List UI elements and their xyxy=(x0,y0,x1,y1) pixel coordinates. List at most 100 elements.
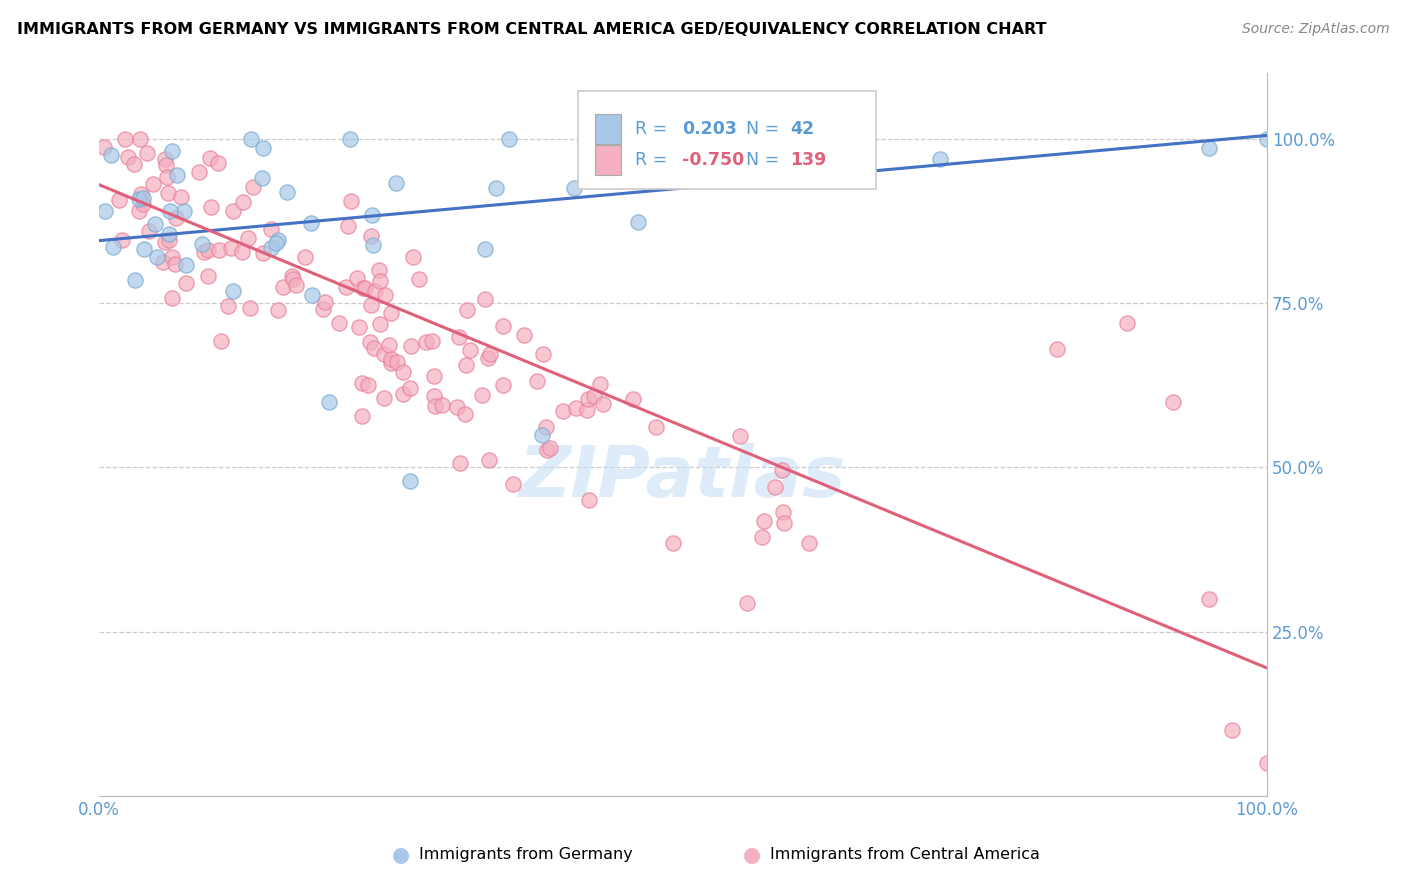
Text: Immigrants from Germany: Immigrants from Germany xyxy=(419,847,633,862)
Point xyxy=(564,401,586,416)
Point xyxy=(117,150,139,164)
Point xyxy=(156,186,179,200)
Point xyxy=(114,132,136,146)
Point xyxy=(415,335,437,350)
Point xyxy=(360,229,382,244)
Point xyxy=(222,204,245,219)
Point xyxy=(368,274,391,288)
Point xyxy=(352,281,374,295)
Text: 139: 139 xyxy=(790,151,827,169)
Point xyxy=(129,186,152,201)
Point xyxy=(770,463,793,477)
Point xyxy=(502,476,524,491)
Point xyxy=(131,191,153,205)
Point xyxy=(242,179,264,194)
Point xyxy=(200,200,222,214)
Point xyxy=(197,269,219,284)
FancyBboxPatch shape xyxy=(578,91,876,189)
Point xyxy=(477,351,499,365)
Point xyxy=(797,536,820,550)
Point xyxy=(350,376,373,391)
Point xyxy=(252,141,274,155)
Point xyxy=(170,190,193,204)
Point xyxy=(553,404,575,418)
Point xyxy=(155,158,177,172)
Point xyxy=(446,401,468,415)
Point xyxy=(364,284,387,298)
Point xyxy=(471,387,494,401)
Point xyxy=(374,288,396,302)
Point xyxy=(592,397,614,411)
Point xyxy=(162,292,184,306)
Point xyxy=(281,272,304,286)
Point xyxy=(576,403,599,417)
Point xyxy=(209,334,232,349)
Bar xyxy=(596,145,621,175)
Point xyxy=(197,243,219,257)
Point xyxy=(391,365,413,379)
Point xyxy=(589,377,612,392)
Point xyxy=(122,157,145,171)
Point xyxy=(1198,141,1220,155)
Point xyxy=(219,242,242,256)
Point xyxy=(536,420,558,434)
Point xyxy=(752,514,775,528)
Point xyxy=(193,244,215,259)
Point xyxy=(146,250,169,264)
Point xyxy=(128,192,150,206)
Point xyxy=(357,377,380,392)
Point xyxy=(314,294,336,309)
Point xyxy=(339,132,361,146)
Point xyxy=(208,243,231,257)
Point xyxy=(232,194,254,209)
Point xyxy=(530,427,553,442)
Point xyxy=(582,389,605,403)
Point xyxy=(380,356,402,370)
Point xyxy=(221,284,243,298)
Point xyxy=(159,203,181,218)
Point xyxy=(153,153,176,167)
Text: ZIPatlas: ZIPatlas xyxy=(519,443,846,513)
Point xyxy=(447,330,470,344)
Point xyxy=(346,271,368,285)
Point xyxy=(266,302,288,317)
Point xyxy=(373,346,395,360)
Point xyxy=(231,245,253,260)
Point xyxy=(402,250,425,264)
Point xyxy=(160,250,183,264)
Point xyxy=(124,273,146,287)
Point xyxy=(456,303,478,318)
Point xyxy=(276,185,298,199)
Point xyxy=(929,153,952,167)
Point xyxy=(173,203,195,218)
Point xyxy=(621,392,644,406)
Point xyxy=(626,215,648,229)
Point xyxy=(513,328,536,343)
Point xyxy=(578,493,600,508)
Point xyxy=(318,394,340,409)
Point xyxy=(368,263,391,277)
Point xyxy=(160,144,183,158)
Point xyxy=(384,177,406,191)
Point xyxy=(267,233,290,247)
Text: Immigrants from Central America: Immigrants from Central America xyxy=(770,847,1040,862)
Point xyxy=(207,156,229,170)
Point xyxy=(176,277,198,291)
Point xyxy=(763,480,786,494)
Point xyxy=(373,391,395,405)
Point xyxy=(138,224,160,238)
Point xyxy=(420,334,443,349)
Point xyxy=(94,204,117,219)
Point xyxy=(152,254,174,268)
Point xyxy=(474,242,496,256)
Point xyxy=(1198,591,1220,606)
Point xyxy=(360,298,382,312)
Point xyxy=(264,235,287,250)
Point xyxy=(380,352,402,367)
Point xyxy=(491,378,513,392)
Point xyxy=(387,355,409,369)
Point xyxy=(536,442,558,457)
Point xyxy=(190,237,212,252)
Point xyxy=(478,346,501,360)
Point xyxy=(198,151,221,165)
